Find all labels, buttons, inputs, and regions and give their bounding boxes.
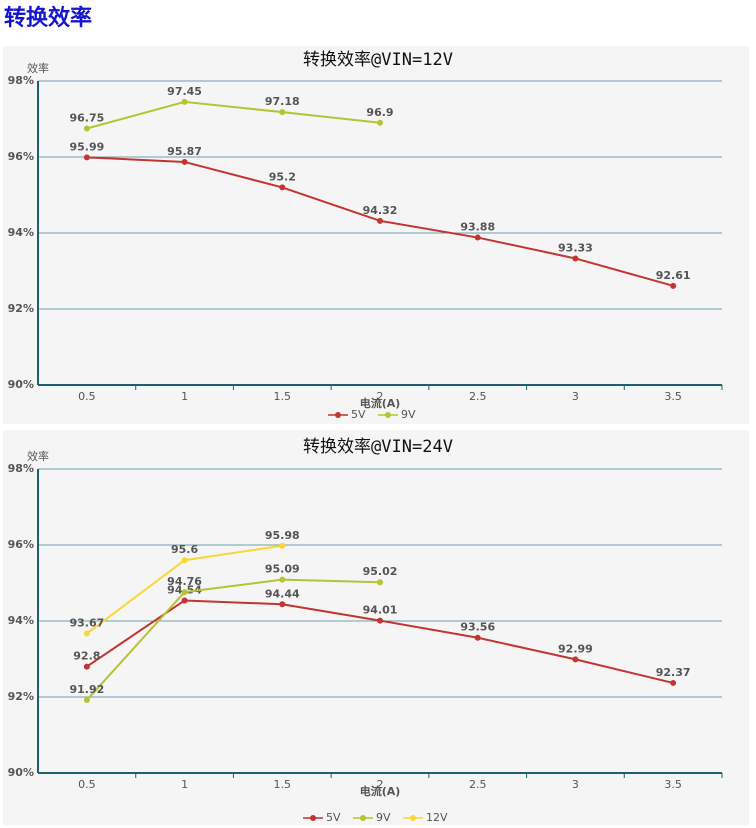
legend-marker (360, 815, 366, 821)
data-label: 96.75 (69, 112, 104, 125)
data-label: 94.32 (363, 204, 398, 217)
x-axis-label: 电流(A) (360, 784, 401, 798)
data-label: 94.01 (363, 604, 398, 617)
y-tick-label: 90% (8, 378, 34, 391)
x-tick-label: 2.5 (469, 778, 487, 791)
data-point (279, 184, 286, 191)
x-tick-label: 0.5 (78, 390, 96, 403)
x-tick-label: 1 (181, 778, 188, 791)
x-tick-label: 3.5 (664, 778, 682, 791)
data-point (377, 617, 383, 624)
x-tick-label: 1 (181, 390, 188, 403)
data-label: 94.44 (265, 587, 300, 600)
y-tick-label: 96% (8, 538, 34, 551)
data-label: 97.45 (167, 85, 202, 98)
y-tick-label: 94% (8, 226, 34, 239)
series-line (86, 578, 381, 701)
data-point (279, 109, 286, 116)
x-tick-label: 0.5 (78, 778, 96, 791)
legend-label: 5V (351, 408, 366, 421)
data-point (279, 542, 286, 549)
data-point (474, 634, 481, 641)
y-tick-label: 98% (8, 74, 34, 87)
data-label: 95.99 (69, 140, 104, 153)
x-tick-label: 3 (572, 390, 579, 403)
data-label: 95.98 (265, 529, 300, 542)
y-tick-label: 96% (8, 150, 34, 163)
x-tick-label: 2.5 (469, 390, 487, 403)
data-point (572, 255, 579, 262)
data-label: 95.02 (363, 565, 398, 578)
data-label: 95.09 (265, 563, 300, 576)
legend-marker (385, 412, 391, 418)
data-point (474, 234, 481, 241)
data-label: 93.88 (460, 221, 495, 234)
data-point (83, 697, 90, 704)
data-label: 95.87 (167, 145, 202, 158)
data-point (377, 579, 383, 586)
x-tick-label: 2 (377, 778, 384, 791)
y-tick-label: 92% (8, 302, 34, 315)
x-axis-label: 电流(A) (360, 396, 401, 410)
data-label: 92.61 (656, 269, 691, 282)
legend-marker (310, 815, 316, 821)
panel (3, 46, 749, 424)
legend-marker (410, 815, 416, 821)
y-tick-label: 94% (8, 614, 34, 627)
x-tick-label: 3.5 (664, 390, 682, 403)
data-label: 93.33 (558, 241, 593, 254)
x-tick-label: 3 (572, 778, 579, 791)
data-label: 92.8 (73, 650, 100, 663)
y-tick-label: 90% (8, 766, 34, 779)
legend-label: 12V (426, 811, 448, 824)
series-line (86, 100, 381, 130)
data-point (83, 154, 90, 161)
data-point (279, 601, 286, 608)
data-point (181, 158, 188, 165)
y-axis-label: 效率 (27, 61, 49, 75)
x-tick-label: 2 (377, 390, 384, 403)
data-point (377, 119, 383, 126)
y-tick-label: 98% (8, 462, 34, 475)
data-label: 96.9 (366, 106, 393, 119)
data-point (83, 125, 90, 132)
data-label: 92.37 (656, 666, 691, 679)
data-point (572, 656, 579, 663)
y-tick-label: 92% (8, 690, 34, 703)
data-point (670, 679, 677, 686)
data-point (181, 98, 188, 105)
data-label: 95.6 (171, 543, 198, 556)
data-label: 94.76 (167, 575, 202, 588)
chart-title: 转换效率@VIN=12V (303, 50, 453, 70)
chart-title: 转换效率@VIN=24V (303, 437, 453, 457)
legend-marker (335, 412, 341, 418)
data-point (181, 589, 188, 596)
data-label: 93.56 (460, 621, 495, 634)
data-point (83, 630, 90, 637)
data-point (83, 663, 90, 670)
data-point (670, 282, 677, 289)
data-label: 92.99 (558, 642, 593, 655)
data-label: 91.92 (69, 683, 104, 696)
heading: 转换效率 (4, 5, 93, 31)
data-label: 97.18 (265, 95, 300, 108)
data-point (279, 576, 286, 583)
legend-label: 5V (326, 811, 341, 824)
y-axis-label: 效率 (27, 449, 49, 463)
data-label: 95.2 (269, 170, 296, 183)
panel (3, 430, 749, 825)
data-point (181, 597, 188, 604)
x-tick-label: 1.5 (274, 778, 292, 791)
data-point (181, 557, 188, 564)
legend-label: 9V (376, 811, 391, 824)
x-tick-label: 1.5 (274, 390, 292, 403)
legend-label: 9V (401, 408, 416, 421)
data-label: 93.67 (69, 617, 104, 630)
data-point (377, 217, 383, 224)
